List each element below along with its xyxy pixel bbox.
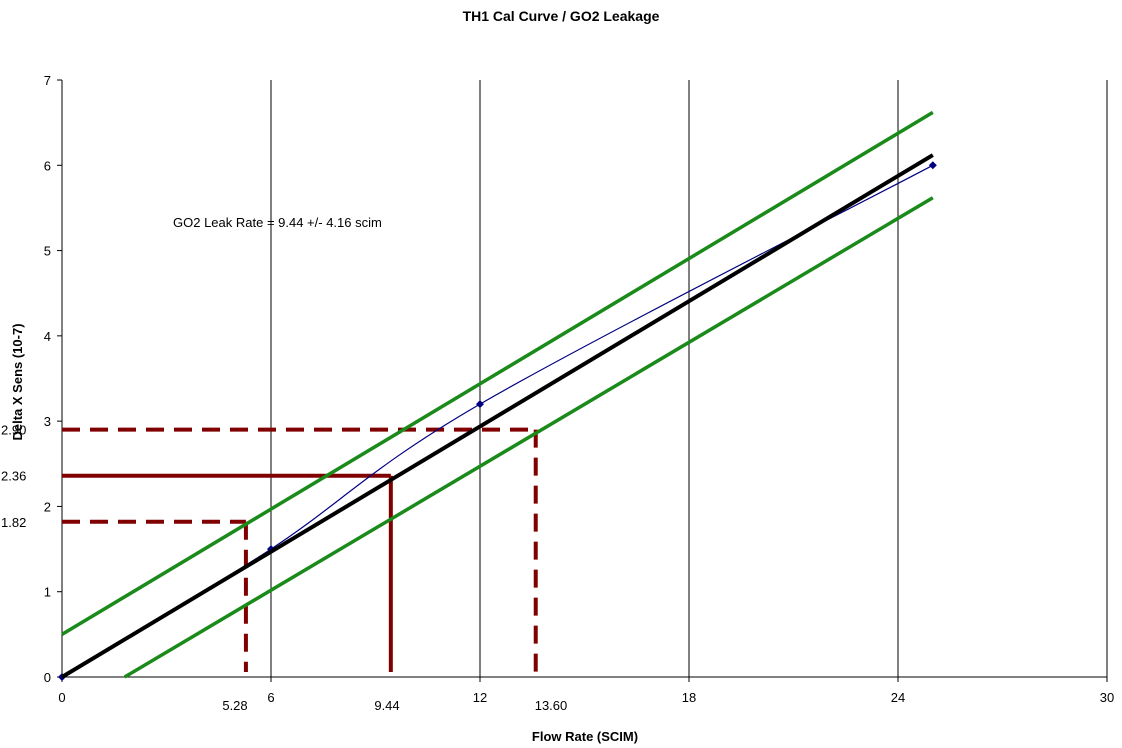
y-tick-label-5: 5 bbox=[44, 244, 51, 259]
x-tick-label-3: 18 bbox=[682, 690, 696, 705]
readout-y-label-1: 2.36 bbox=[1, 469, 26, 484]
series-line-upper-bound bbox=[61, 110, 934, 636]
series-line-lower-bound bbox=[123, 196, 934, 679]
readout-x-label-0: 5.28 bbox=[222, 698, 247, 713]
y-axis-title: Delta X Sens (10-7) bbox=[10, 323, 25, 440]
data-point-3 bbox=[928, 161, 937, 170]
chart-title: TH1 Cal Curve / GO2 Leakage bbox=[463, 8, 660, 24]
readout-y-label-0: 1.82 bbox=[1, 515, 26, 530]
readout-x-label-1: 9.44 bbox=[374, 698, 399, 713]
readout-y-label-2: 2.90 bbox=[1, 423, 26, 438]
y-tick-label-6: 6 bbox=[44, 158, 51, 173]
y-tick-label-4: 4 bbox=[44, 329, 51, 344]
x-tick-label-5: 30 bbox=[1100, 690, 1114, 705]
y-tick-label-7: 7 bbox=[44, 73, 51, 88]
y-tick-label-0: 0 bbox=[44, 670, 51, 685]
x-axis-title: Flow Rate (SCIM) bbox=[532, 729, 638, 744]
y-tick-label-3: 3 bbox=[44, 414, 51, 429]
x-tick-label-2: 12 bbox=[473, 690, 487, 705]
leak-rate-annotation: GO2 Leak Rate = 9.44 +/- 4.16 scim bbox=[173, 215, 382, 230]
x-tick-label-4: 24 bbox=[891, 690, 905, 705]
y-tick-label-1: 1 bbox=[44, 585, 51, 600]
series-line-fit bbox=[60, 153, 934, 679]
x-tick-label-0: 0 bbox=[58, 690, 65, 705]
y-tick-label-2: 2 bbox=[44, 499, 51, 514]
x-tick-label-1: 6 bbox=[267, 690, 274, 705]
readout-x-label-2: 13.60 bbox=[535, 698, 568, 713]
data-point-2 bbox=[476, 400, 484, 409]
